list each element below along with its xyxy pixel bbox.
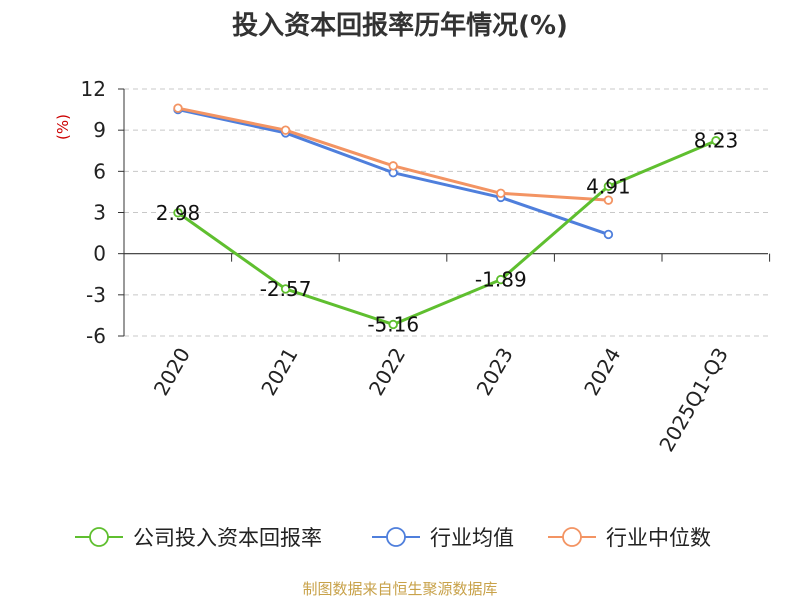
y-tick-label: -3 <box>86 283 106 307</box>
y-tick-label: -6 <box>86 324 106 348</box>
legend-marker <box>386 527 406 547</box>
y-axis-unit-label: (%) <box>54 114 72 140</box>
chart-title: 投入资本回报率历年情况(%) <box>232 10 568 41</box>
data-label: -5.16 <box>367 312 419 336</box>
data-point[interactable] <box>603 229 614 240</box>
data-label: 4.91 <box>586 174 631 198</box>
legend-label: 行业均值 <box>430 526 514 550</box>
x-tick-label: 2024 <box>579 344 625 400</box>
data-label: -2.57 <box>260 277 312 301</box>
legend-item[interactable]: 行业中位数 <box>548 526 711 550</box>
y-tick-label: 0 <box>93 242 106 266</box>
series-1 <box>173 104 614 240</box>
axes <box>118 88 771 337</box>
data-point[interactable] <box>603 181 614 191</box>
data-point[interactable] <box>280 284 291 294</box>
legend-marker <box>562 527 582 547</box>
data-point[interactable] <box>173 208 183 218</box>
y-tick-label: 3 <box>93 201 106 225</box>
legend-label: 公司投入资本回报率 <box>133 526 322 550</box>
data-point[interactable] <box>173 103 183 113</box>
data-label: -1.89 <box>475 268 527 292</box>
legend[interactable]: 公司投入资本回报率 行业均值 行业中位数 <box>75 526 711 550</box>
data-point[interactable] <box>388 319 398 330</box>
legend-item[interactable]: 行业均值 <box>372 526 514 550</box>
series-2 <box>173 103 614 205</box>
legend-marker <box>89 527 109 547</box>
x-axis-ticks: 2020 2021 2022 2023 2024 2025Q1-Q3 <box>149 344 733 456</box>
legend-label: 行业中位数 <box>606 526 711 550</box>
data-point[interactable] <box>496 274 506 285</box>
data-point[interactable] <box>496 188 506 198</box>
x-tick-label: 2021 <box>256 344 302 400</box>
data-label: 8.23 <box>694 129 739 153</box>
gridlines <box>124 88 768 337</box>
x-tick-label: 2022 <box>364 344 410 400</box>
x-tick-label: 2023 <box>472 344 518 400</box>
data-point[interactable] <box>388 161 398 171</box>
x-tick-label: 2020 <box>149 344 195 400</box>
series-line <box>177 139 717 326</box>
y-tick-label: 12 <box>81 77 106 101</box>
data-labels: 2.98 -2.57 -5.16 -1.89 4.91 8.23 <box>156 129 739 337</box>
y-tick-label: 6 <box>93 159 106 183</box>
legend-item[interactable]: 公司投入资本回报率 <box>75 526 322 550</box>
data-point[interactable] <box>603 195 614 205</box>
data-point[interactable] <box>711 136 721 146</box>
series-lines <box>173 103 721 330</box>
source-note: 制图数据来自恒生聚源数据库 <box>302 580 497 598</box>
data-point[interactable] <box>280 125 291 135</box>
x-tick-label: 2025Q1-Q3 <box>654 344 733 456</box>
series-line <box>177 106 609 202</box>
data-label: 2.98 <box>156 201 201 225</box>
y-axis-ticks: 12 9 6 3 0 -3 -6 <box>81 77 106 348</box>
series-0 <box>173 136 721 330</box>
y-tick-label: 9 <box>93 118 106 142</box>
